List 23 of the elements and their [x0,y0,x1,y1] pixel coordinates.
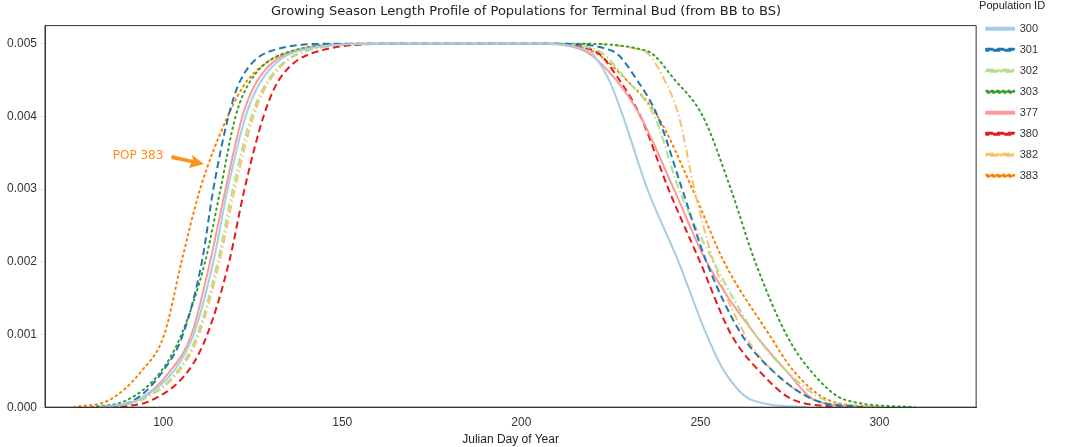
legend-title: Population ID [979,0,1046,11]
y-tick-label: 0.005 [7,36,38,51]
x-tick-label: 300 [869,414,890,429]
x-tick-label: 250 [690,414,711,429]
x-axis-title: Julian Day of Year [462,432,559,447]
y-tick-label: 0.004 [7,108,38,123]
y-tick-label: 0.000 [7,399,38,414]
x-tick-label: 200 [511,414,532,429]
legend-label: 382 [1019,147,1039,160]
legend-label: 300 [1019,21,1039,34]
legend-label: 380 [1019,126,1039,139]
x-tick-label: 150 [332,414,353,429]
annotation: POP 383 [112,147,164,162]
x-tick-label: 100 [153,414,174,429]
y-tick-label: 0.001 [7,326,38,341]
legend-label: 302 [1019,63,1039,76]
chart-title: Growing Season Length Profile of Populations for Terminal Bud (from BB to BS) [271,3,781,19]
legend-label: 377 [1019,105,1039,118]
legend-label: 383 [1019,168,1039,181]
legend-label: 301 [1019,42,1039,55]
y-tick-label: 0.002 [7,254,38,269]
y-tick-label: 0.003 [7,181,38,196]
legend-label: 303 [1019,84,1039,97]
